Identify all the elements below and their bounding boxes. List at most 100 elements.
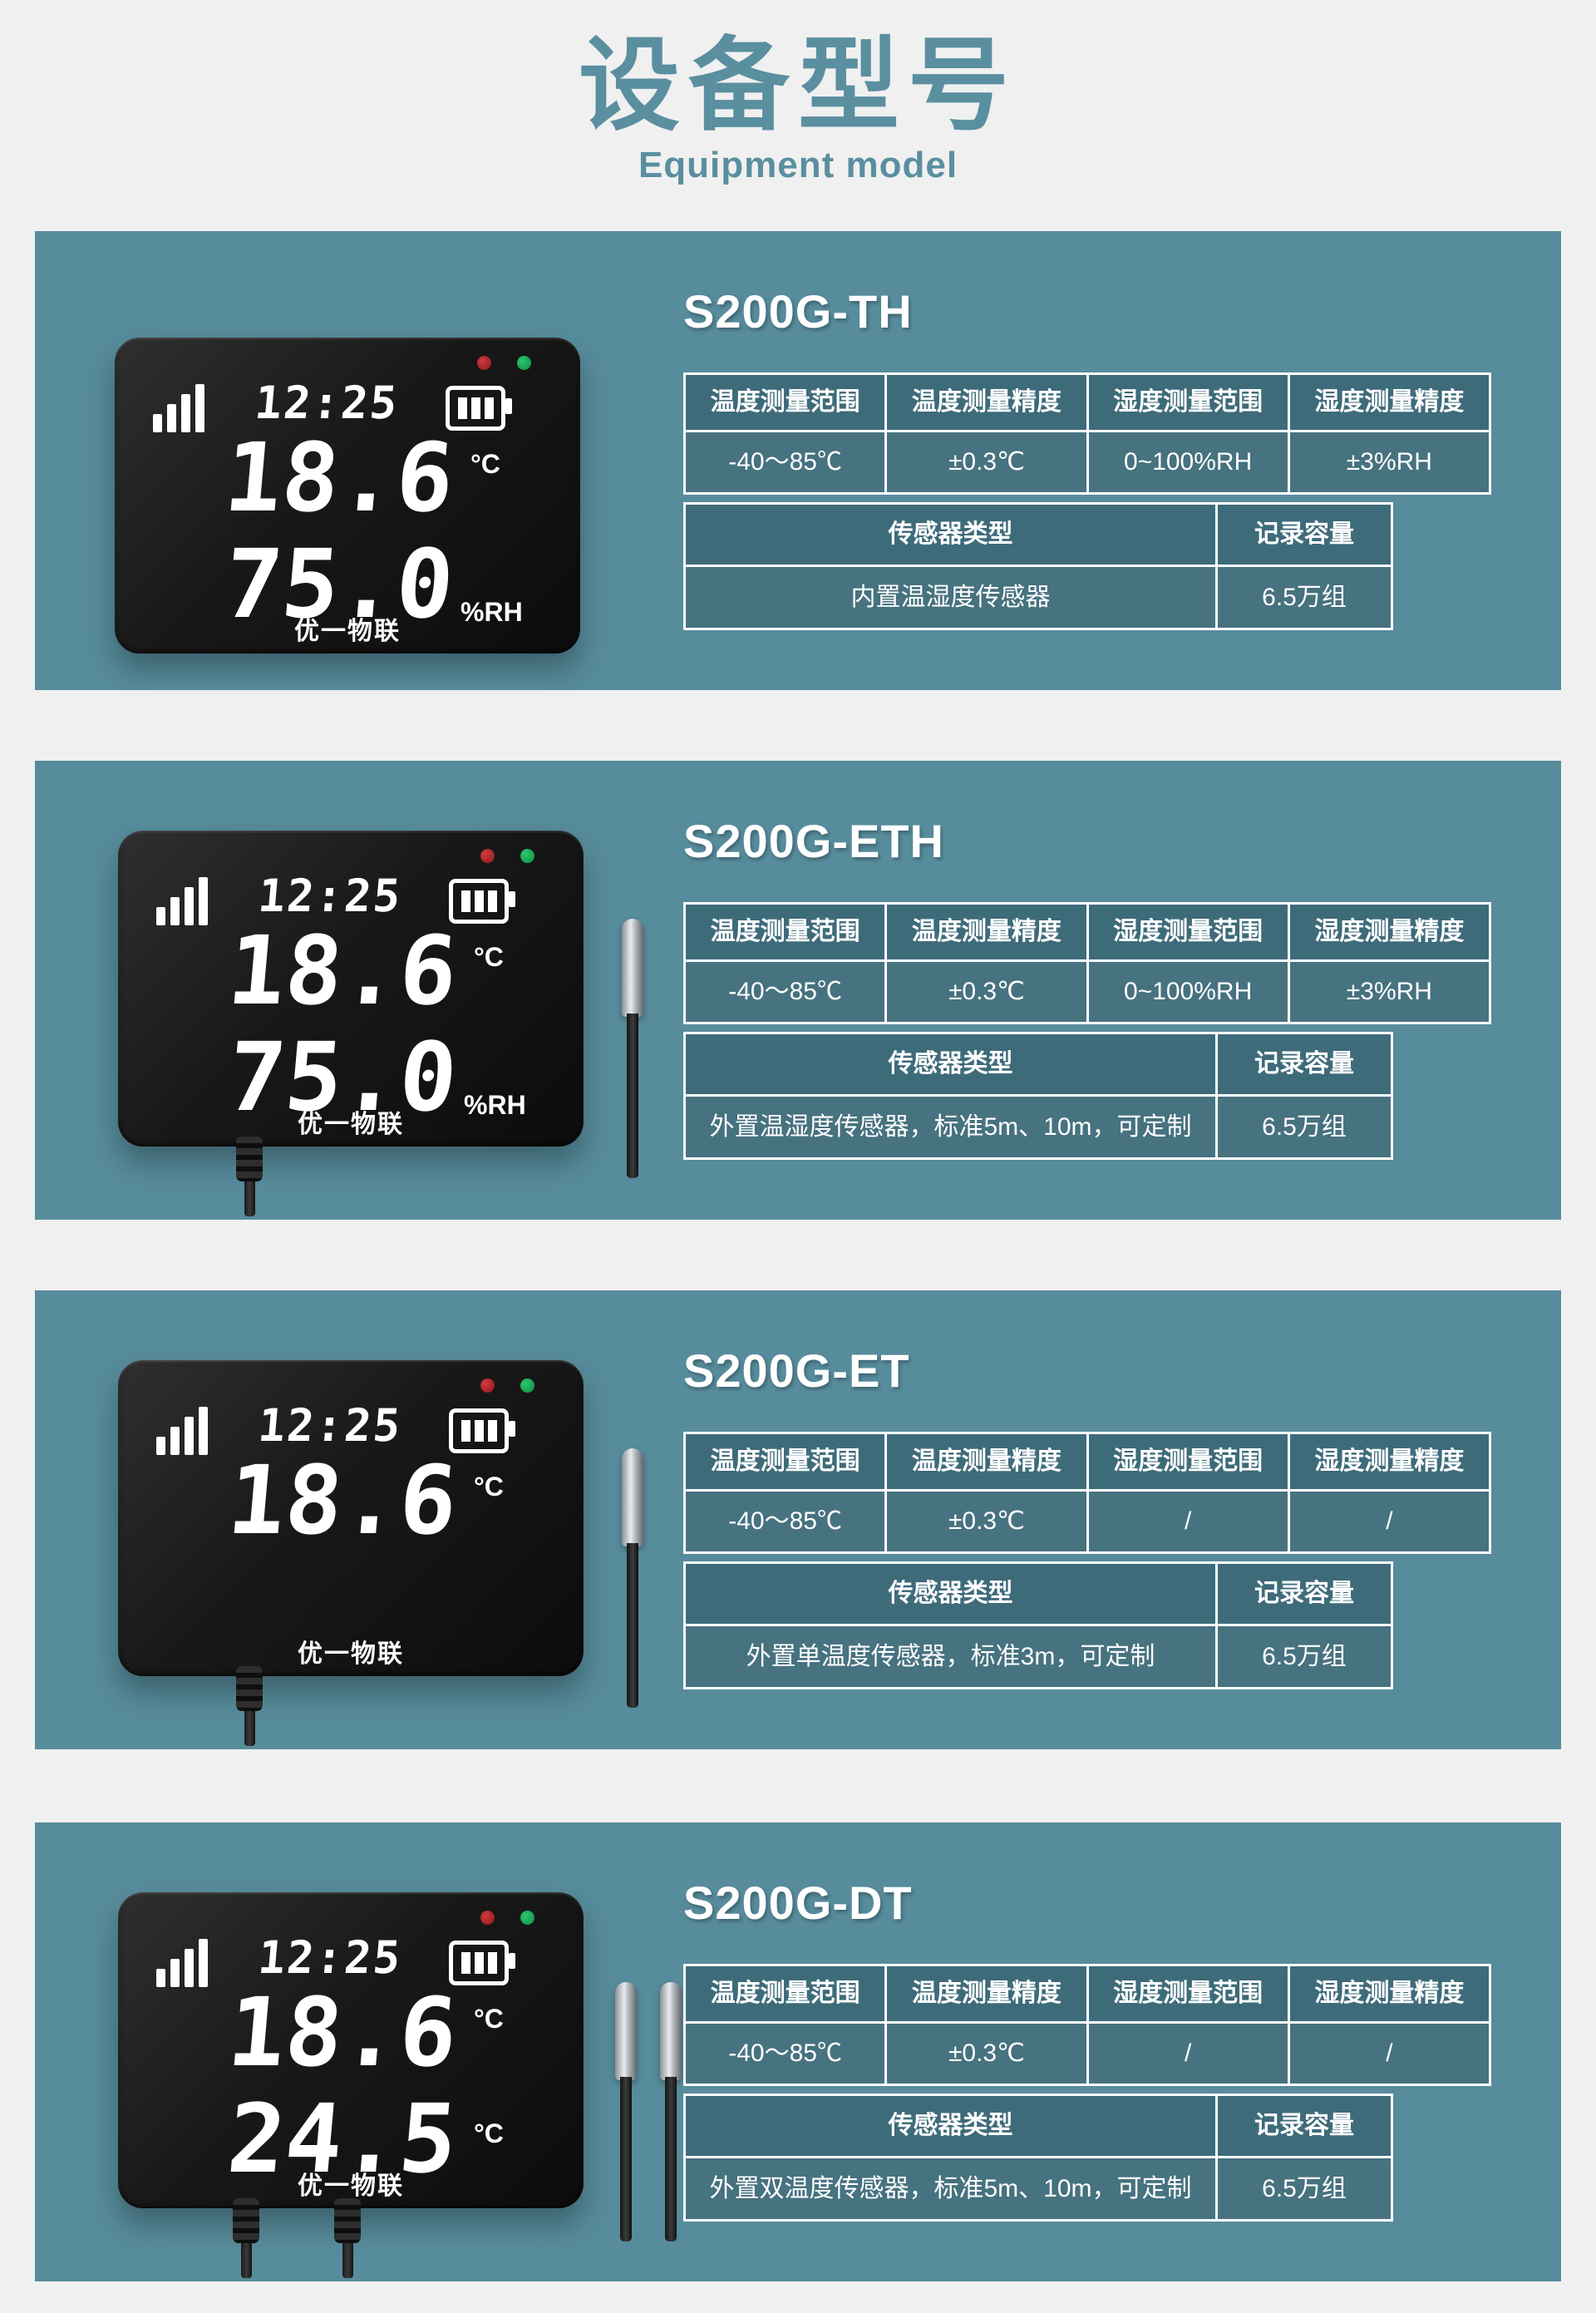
device-render: 12:25 °C 18.6 24.5 °C 优一物联 <box>118 1892 584 2208</box>
value-record-capacity: 6.5万组 <box>1218 1626 1391 1687</box>
page-header: 设备型号 Equipment model <box>0 25 1596 186</box>
measurement-spec-table: 温度测量范围 温度测量精度 湿度测量范围 湿度测量精度 -40～85℃ ±0.3… <box>683 372 1491 495</box>
device-brand: 优一物联 <box>298 1111 404 1138</box>
signal-bars-icon <box>153 384 204 432</box>
col-header-sensor-type: 传感器类型 <box>686 1034 1215 1094</box>
led-green-icon <box>520 1911 534 1925</box>
device-render: 12:25 °C 18.6 75.0 %RH 优一物联 <box>118 831 584 1147</box>
value-humidity-range: 0~100%RH <box>1088 432 1288 492</box>
col-header-humidity-range: 湿度测量范围 <box>1088 375 1288 430</box>
model-panel-s200g-dt: 12:25 °C 18.6 24.5 °C 优一物联 S200G-DT 温度测量… <box>35 1822 1561 2281</box>
device-time: 12:25 <box>253 377 401 429</box>
value-temp-accuracy: ±0.3℃ <box>887 2024 1086 2084</box>
value-humidity-range: / <box>1088 2024 1288 2084</box>
model-panel-s200g-eth: 12:25 °C 18.6 75.0 %RH 优一物联 S200G-ETH 温度… <box>35 761 1561 1220</box>
col-header-temp-accuracy: 温度测量精度 <box>887 375 1086 430</box>
value-temp-range: -40～85℃ <box>686 962 885 1022</box>
col-header-temp-accuracy: 温度测量精度 <box>887 1966 1086 2021</box>
col-header-humidity-accuracy: 湿度测量精度 <box>1289 1966 1489 2021</box>
device-time: 12:25 <box>256 870 405 922</box>
temperature-reading-1: 18.6 <box>223 1977 462 2088</box>
temperature-reading: 18.6 <box>223 915 462 1026</box>
device-brand: 优一物联 <box>298 2172 404 2200</box>
sensor-cable <box>233 1666 266 1746</box>
celsius-label: °C <box>474 1472 504 1502</box>
data-logger-device: 12:25 °C 18.6 75.0 %RH 优一物联 <box>115 338 580 653</box>
value-temp-accuracy: ±0.3℃ <box>887 432 1086 492</box>
celsius-label: °C <box>474 2004 504 2034</box>
model-name: S200G-ET <box>683 1344 910 1397</box>
col-header-humidity-range: 湿度测量范围 <box>1088 1434 1288 1489</box>
external-probe <box>622 1448 643 1708</box>
col-header-record-capacity: 记录容量 <box>1218 505 1391 565</box>
value-record-capacity: 6.5万组 <box>1218 567 1391 628</box>
sensor-spec-table: 传感器类型 记录容量 外置单温度传感器，标准3m，可定制 6.5万组 <box>683 1561 1393 1689</box>
value-humidity-range: / <box>1088 1492 1288 1551</box>
model-name: S200G-ETH <box>683 815 944 867</box>
device-time: 12:25 <box>256 1931 405 1984</box>
value-temp-range: -40～85℃ <box>686 432 885 492</box>
sensor-cable-2 <box>331 2198 364 2278</box>
col-header-humidity-accuracy: 湿度测量精度 <box>1289 375 1489 430</box>
external-probe-2 <box>660 1982 682 2241</box>
sensor-spec-table: 传感器类型 记录容量 内置温湿度传感器 6.5万组 <box>683 502 1393 630</box>
external-probe <box>622 919 643 1178</box>
col-header-record-capacity: 记录容量 <box>1218 1034 1391 1094</box>
celsius-label-2: °C <box>474 2118 504 2148</box>
col-header-sensor-type: 传感器类型 <box>686 1564 1215 1624</box>
led-red-icon <box>480 849 495 863</box>
led-red-icon <box>480 1911 495 1925</box>
device-brand: 优一物联 <box>294 618 401 645</box>
external-probe-1 <box>615 1982 637 2241</box>
led-green-icon <box>520 1378 534 1393</box>
sensor-cable <box>233 1137 266 1216</box>
device-time: 12:25 <box>256 1399 405 1452</box>
signal-bars-icon <box>156 1939 208 1987</box>
col-header-sensor-type: 传感器类型 <box>686 505 1215 565</box>
measurement-spec-table: 温度测量范围 温度测量精度 湿度测量范围 湿度测量精度 -40～85℃ ±0.3… <box>683 1964 1491 2086</box>
col-header-record-capacity: 记录容量 <box>1218 2096 1391 2156</box>
led-red-icon <box>480 1378 495 1393</box>
signal-bars-icon <box>156 1407 208 1455</box>
device-render: 12:25 °C 18.6 优一物联 <box>118 1360 584 1676</box>
temperature-reading: 18.6 <box>223 1445 462 1556</box>
value-sensor-type: 外置双温度传感器，标准5m、10m，可定制 <box>686 2158 1215 2219</box>
battery-icon <box>449 1408 515 1453</box>
col-header-humidity-accuracy: 湿度测量精度 <box>1289 1434 1489 1489</box>
col-header-temp-range: 温度测量范围 <box>686 375 885 430</box>
measurement-spec-table: 温度测量范围 温度测量精度 湿度测量范围 湿度测量精度 -40～85℃ ±0.3… <box>683 1432 1491 1554</box>
led-green-icon <box>517 356 531 370</box>
page-subtitle: Equipment model <box>638 145 958 186</box>
value-humidity-accuracy: / <box>1289 1492 1489 1551</box>
value-humidity-accuracy: / <box>1289 2024 1489 2084</box>
battery-icon <box>449 1941 515 1985</box>
model-name: S200G-TH <box>683 285 913 338</box>
data-logger-device: 12:25 °C 18.6 75.0 %RH 优一物联 <box>118 831 584 1147</box>
page-title: 设备型号 <box>579 29 1017 142</box>
col-header-temp-range: 温度测量范围 <box>686 1434 885 1489</box>
temperature-reading: 18.6 <box>219 422 459 533</box>
col-header-temp-range: 温度测量范围 <box>686 905 885 959</box>
signal-bars-icon <box>156 877 208 925</box>
model-name: S200G-DT <box>683 1877 913 1929</box>
data-logger-device: 12:25 °C 18.6 24.5 °C 优一物联 <box>118 1892 584 2208</box>
col-header-humidity-accuracy: 湿度测量精度 <box>1289 905 1489 959</box>
celsius-label: °C <box>474 942 504 972</box>
battery-icon <box>449 879 515 924</box>
model-panel-s200g-th: 12:25 °C 18.6 75.0 %RH 优一物联 S200G-TH 温度测… <box>35 231 1561 690</box>
value-temp-range: -40～85℃ <box>686 2024 885 2084</box>
value-humidity-accuracy: ±3%RH <box>1289 432 1489 492</box>
col-header-sensor-type: 传感器类型 <box>686 2096 1215 2156</box>
device-render: 12:25 °C 18.6 75.0 %RH 优一物联 <box>115 338 580 653</box>
value-humidity-range: 0~100%RH <box>1088 962 1288 1022</box>
model-panel-s200g-et: 12:25 °C 18.6 优一物联 S200G-ET 温度测量范围 温度测量精… <box>35 1290 1561 1749</box>
device-brand: 优一物联 <box>298 1640 404 1668</box>
col-header-humidity-range: 湿度测量范围 <box>1088 1966 1288 2021</box>
value-sensor-type: 外置单温度传感器，标准3m，可定制 <box>686 1626 1215 1687</box>
battery-icon <box>446 386 512 431</box>
led-red-icon <box>477 356 491 370</box>
value-humidity-accuracy: ±3%RH <box>1289 962 1489 1022</box>
col-header-temp-accuracy: 温度测量精度 <box>887 1434 1086 1489</box>
celsius-label: °C <box>470 449 500 479</box>
col-header-temp-range: 温度测量范围 <box>686 1966 885 2021</box>
